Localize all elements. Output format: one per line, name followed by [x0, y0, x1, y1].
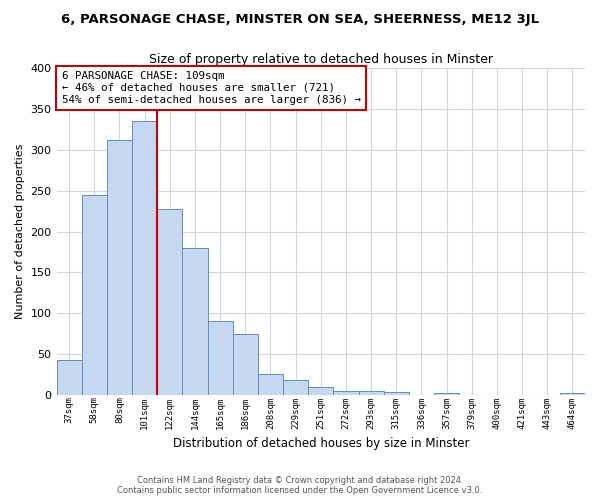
Bar: [107, 140, 132, 395]
Bar: [560, 392, 585, 395]
Bar: [434, 392, 459, 395]
Bar: [56, 360, 82, 395]
Bar: [334, 391, 359, 395]
Bar: [182, 248, 208, 395]
Bar: [258, 374, 283, 395]
Text: 6 PARSONAGE CHASE: 109sqm
← 46% of detached houses are smaller (721)
54% of semi: 6 PARSONAGE CHASE: 109sqm ← 46% of detac…: [62, 72, 361, 104]
Text: Contains HM Land Registry data © Crown copyright and database right 2024.
Contai: Contains HM Land Registry data © Crown c…: [118, 476, 482, 495]
Bar: [157, 210, 182, 395]
Bar: [283, 380, 308, 395]
Text: 6, PARSONAGE CHASE, MINSTER ON SEA, SHEERNESS, ME12 3JL: 6, PARSONAGE CHASE, MINSTER ON SEA, SHEE…: [61, 12, 539, 26]
Bar: [208, 320, 233, 395]
Bar: [359, 391, 383, 395]
Bar: [132, 121, 157, 395]
Title: Size of property relative to detached houses in Minster: Size of property relative to detached ho…: [149, 52, 493, 66]
X-axis label: Distribution of detached houses by size in Minster: Distribution of detached houses by size …: [173, 437, 469, 450]
Y-axis label: Number of detached properties: Number of detached properties: [15, 144, 25, 319]
Bar: [383, 392, 409, 395]
Bar: [82, 195, 107, 395]
Bar: [233, 334, 258, 395]
Bar: [308, 387, 334, 395]
